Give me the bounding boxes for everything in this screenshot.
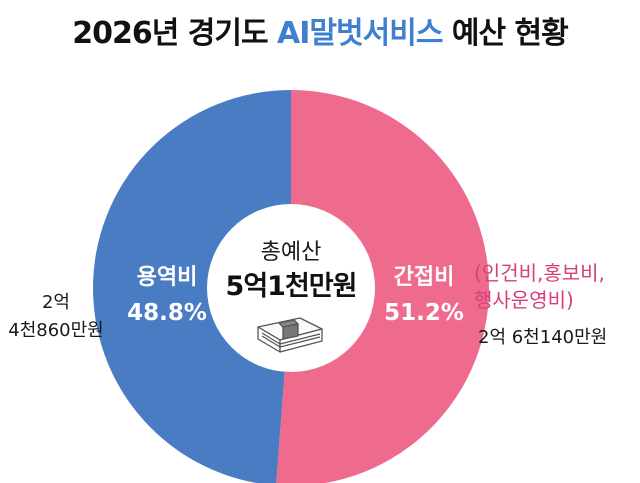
total-label: 총예산 bbox=[260, 240, 322, 265]
slice-service bbox=[93, 90, 291, 483]
title-suffix: 예산 현황 bbox=[451, 16, 569, 51]
donut-hole bbox=[207, 204, 375, 372]
chart-title: 2026년 경기도 AI말벗서비스 예산 현황 bbox=[0, 8, 640, 52]
amount-service-line-1: 2억 bbox=[41, 292, 70, 313]
title-prefix: 2026년 경기도 bbox=[72, 16, 268, 51]
slice-label-service: 용역비 bbox=[136, 265, 198, 290]
slice-percent-service: 48.8% bbox=[127, 300, 207, 326]
amount-service-line-2: 4천860만원 bbox=[8, 320, 104, 341]
money-stack-icon bbox=[257, 317, 323, 353]
title-accent: AI말벗서비스 bbox=[277, 16, 443, 51]
slice-percent-indirect: 51.2% bbox=[384, 300, 464, 326]
note-indirect-line-2: 행사운영비) bbox=[474, 288, 574, 312]
amount-service: 2억 4천860만원 bbox=[0, 289, 112, 345]
total-value: 5억1천만원 bbox=[225, 271, 358, 302]
amount-indirect: 2억 6천140만원 bbox=[478, 327, 608, 348]
note-indirect: (인건비,홍보비, 행사운영비) bbox=[474, 260, 605, 314]
note-indirect-line-1: (인건비,홍보비, bbox=[474, 261, 605, 285]
slice-label-indirect: 간접비 bbox=[393, 265, 455, 290]
slice-indirect bbox=[276, 90, 489, 483]
